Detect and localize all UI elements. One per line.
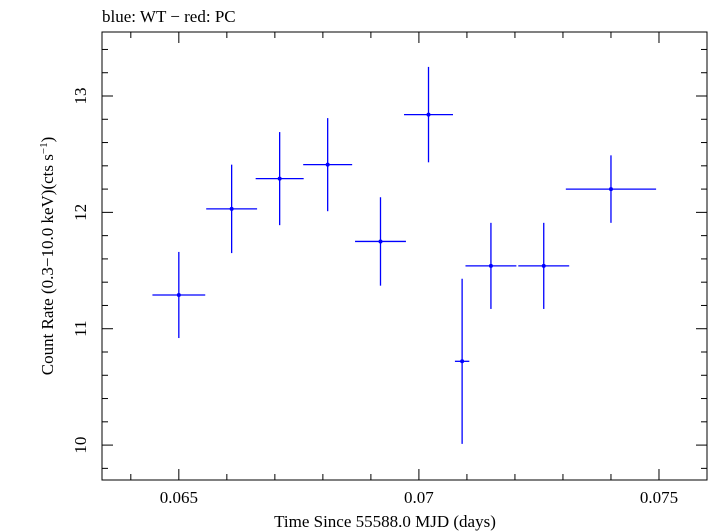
data-point: [303, 118, 353, 212]
point-marker: [378, 239, 383, 244]
point-marker: [229, 206, 234, 211]
y-tick-label: 13: [71, 88, 90, 105]
data-point: [404, 66, 453, 163]
chart-title: blue: WT − red: PC: [102, 7, 236, 26]
data-point: [518, 222, 570, 309]
y-axis-label-sup: −1: [38, 142, 50, 154]
y-axis-label-main: Count Rate (0.3−10.0 keV)(cts s: [38, 154, 57, 375]
data-point: [255, 132, 304, 226]
y-tick-label: 11: [71, 321, 90, 337]
x-tick-label: 0.065: [160, 488, 198, 507]
point-marker: [426, 112, 431, 117]
point-marker: [277, 176, 282, 181]
axes-ticks: 0.065 0.07 0.075 10 11 12 13: [71, 32, 708, 507]
plot-frame: [101, 31, 708, 481]
y-tick-label: 10: [71, 437, 90, 454]
point-marker: [325, 162, 330, 167]
y-axis-label: Count Rate (0.3−10.0 keV)(cts s−1): [38, 137, 57, 376]
y-tick-label: 12: [71, 204, 90, 221]
x-axis-label: Time Since 55588.0 MJD (days): [274, 512, 496, 531]
data-point: [355, 197, 406, 286]
data-point: [152, 251, 206, 339]
point-marker: [488, 263, 493, 268]
data-point: [565, 155, 657, 223]
data-points: [152, 66, 657, 444]
x-tick-label: 0.07: [404, 488, 434, 507]
point-marker: [541, 263, 546, 268]
x-tick-label: 0.075: [640, 488, 678, 507]
point-marker: [176, 292, 181, 297]
data-point: [206, 164, 258, 254]
data-point: [454, 278, 470, 444]
y-axis-label-close: ): [38, 137, 57, 143]
point-marker: [460, 359, 465, 364]
data-point: [465, 222, 517, 309]
point-marker: [608, 187, 613, 192]
